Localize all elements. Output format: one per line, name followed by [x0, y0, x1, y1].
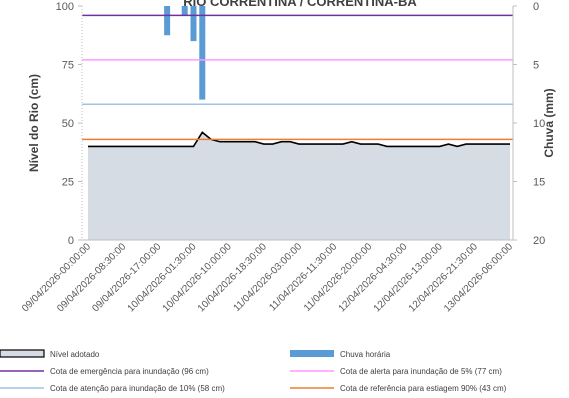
- x-tick-label: 10/04/2026-10:00:00: [161, 241, 234, 314]
- legend-swatch: [0, 349, 45, 358]
- legend-swatch: [290, 350, 334, 357]
- x-tick-label: 10/04/2026-18:30:00: [196, 241, 269, 314]
- legend-label: Cota de alerta para inundação de 5% (77 …: [340, 367, 502, 376]
- y2-tick-label: 10: [533, 118, 545, 130]
- x-tick-label: 12/04/2026-13:00:00: [372, 241, 445, 314]
- y2-tick-label: 0: [533, 1, 539, 13]
- legend-label: Chuva horária: [340, 350, 391, 359]
- y-tick-label: 50: [62, 118, 74, 130]
- x-tick-label: 12/04/2026-04:30:00: [337, 241, 410, 314]
- level-line: [88, 131, 510, 148]
- rain-bar: [164, 6, 171, 36]
- y2-tick-label: 15: [533, 177, 545, 189]
- legend-label: Cota de referência para estiagem 90% (43…: [340, 384, 507, 393]
- y-tick-label: 100: [56, 1, 74, 13]
- y-tick-label: 25: [62, 177, 74, 189]
- x-tick-label: 11/04/2026-20:00:00: [302, 241, 375, 314]
- level-area: [88, 132, 510, 240]
- y2-tick-label: 5: [533, 60, 539, 72]
- legend-label: Cota de emergência para inundação (96 cm…: [50, 367, 209, 376]
- rain-bar: [199, 6, 206, 100]
- y-tick-label: 0: [68, 235, 74, 247]
- x-tick-label: 11/04/2026-11:30:00: [267, 241, 339, 313]
- y-tick-label: 75: [62, 60, 74, 72]
- x-tick-label: 09/04/2026-00:00:00: [20, 241, 93, 314]
- y2-tick-label: 20: [533, 235, 545, 247]
- x-tick-label: 09/04/2026-08:30:00: [55, 241, 128, 314]
- legend-label: Cota de atenção para inundação de 10% (5…: [50, 384, 225, 393]
- y2-axis-title: Chuva (mm): [542, 88, 556, 157]
- rain-bar: [181, 6, 188, 16]
- x-tick-label: 12/04/2026-21:30:00: [407, 241, 480, 314]
- x-tick-label: 10/04/2026-01:30:00: [126, 241, 199, 314]
- y-axis-title: Nível do Rio (cm): [27, 74, 41, 172]
- legend-label: Nível adotado: [50, 350, 100, 359]
- x-tick-label: 13/04/2026-06:00:00: [442, 241, 515, 314]
- chart-title: RIO CORRENTINA / CORRENTINA-BA: [183, 0, 417, 9]
- rain-bar: [190, 6, 197, 42]
- x-tick-label: 11/04/2026-03:00:00: [232, 241, 305, 314]
- x-tick-label: 09/04/2026-17:00:00: [90, 241, 163, 314]
